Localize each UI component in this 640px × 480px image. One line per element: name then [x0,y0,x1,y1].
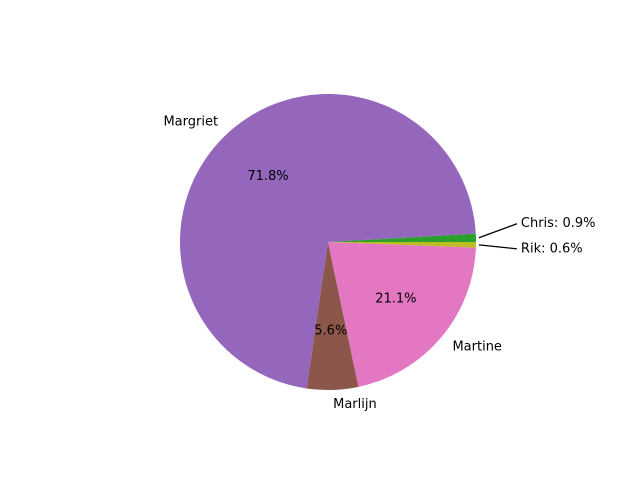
slice-percent-martine: 21.1% [375,292,416,307]
slice-label-martine: Martine [452,339,501,354]
slice-annotation-rik: Rik: 0.6% [521,241,583,256]
slice-percent-margriet: 71.8% [247,169,288,184]
pie-slice-rik [328,242,476,248]
pie-slice-marlijn [306,242,359,390]
leader-line-chris [478,223,518,239]
leader-line-rik [478,244,518,250]
slice-percent-marlijn: 5.6% [314,323,347,338]
pie-labels: Chris: 0.9% Margriet 71.8% Marlijn 5.6% Marti… [163,114,595,412]
pie-slices [179,94,476,390]
pie-slice-margriet [179,94,476,389]
slice-label-marlijn: Marlijn [333,397,377,412]
slice-annotation-chris: Chris: 0.9% [521,216,596,231]
pie-slice-martine [328,242,476,387]
slice-label-margriet: Margriet [163,114,218,129]
pie-slice-chris [328,233,476,242]
